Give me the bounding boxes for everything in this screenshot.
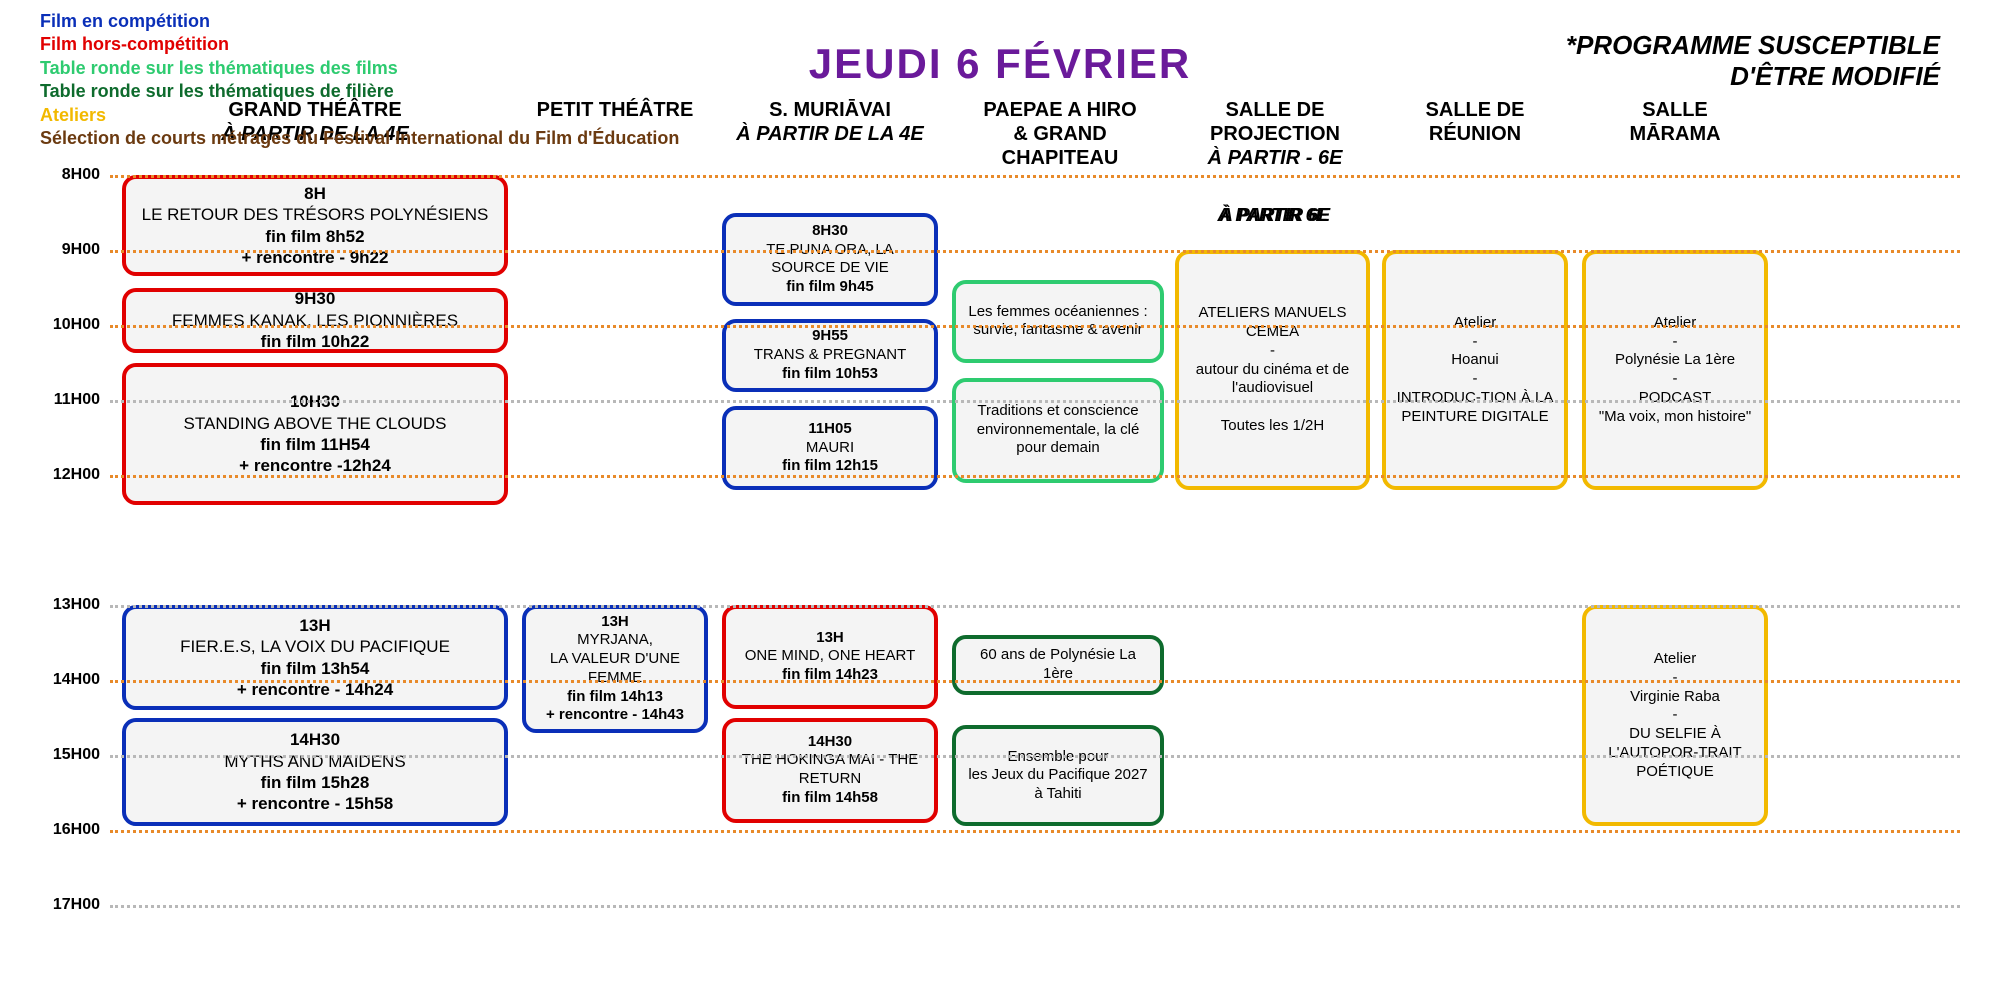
time-label: 13H00	[53, 596, 100, 614]
schedule-column: Atelier-Polynésie La 1ère-PODCAST"Ma voi…	[1580, 175, 1770, 925]
hour-line	[110, 400, 1960, 403]
schedule-block: Les femmes océaniennes : survie, fantasm…	[952, 280, 1164, 363]
schedule-column: 8H30TE PUNA ORA, LA SOURCE DE VIEfin fil…	[720, 175, 940, 925]
time-label: 8H00	[62, 166, 100, 184]
schedule-block: 14H30MYTHS AND MAIDENSfin film 15h28+ re…	[122, 718, 508, 827]
col-header: SALLE DERÉUNION	[1380, 98, 1570, 170]
legend-item: Film hors-compétition	[40, 33, 679, 56]
legend-item: Sélection de courts métrages du Festival…	[40, 127, 679, 150]
time-label: 10H00	[53, 316, 100, 334]
legend-item: Table ronde sur les thématiques des film…	[40, 57, 679, 80]
schedule-block: 8H30TE PUNA ORA, LA SOURCE DE VIEfin fil…	[722, 213, 938, 307]
legend-item: Table ronde sur les thématiques de filiè…	[40, 80, 679, 103]
schedule-block: Atelier-Hoanui-INTRODUC-TION À LA PEINTU…	[1382, 250, 1568, 490]
hour-line	[110, 755, 1960, 758]
schedule-block: 13HFIER.E.S, LA VOIX DU PACIFIQUEfin fil…	[122, 605, 508, 710]
col-header: PAEPAE A HIRO& GRAND CHAPITEAU	[950, 98, 1170, 170]
time-label: 11H00	[54, 391, 100, 409]
schedule-block: Ensemble pourles Jeux du Pacifique 2027à…	[952, 725, 1164, 826]
time-label: 15H00	[53, 746, 100, 764]
schedule-block: ATELIERS MANUELS CEMEA-autour du cinéma …	[1175, 250, 1370, 490]
hour-line	[110, 905, 1960, 908]
schedule-block: 60 ans de Polynésie La 1ère	[952, 635, 1164, 695]
schedule-block: 9H30FEMMES KANAK, LES PIONNIÈRESfin film…	[122, 288, 508, 353]
col-header: SALLEMĀRAMA	[1580, 98, 1770, 170]
disclaimer: *PROGRAMME SUSCEPTIBLED'ÊTRE MODIFIÉ	[1566, 30, 1940, 92]
hour-line	[110, 250, 1960, 253]
schedule-block: 13HONE MIND, ONE HEARTfin film 14h23	[722, 605, 938, 709]
schedule-block: 14H30THE HOKINGA MAI - THE RETURNfin fil…	[722, 718, 938, 823]
schedule-block: Traditions et conscience environnemental…	[952, 378, 1164, 483]
schedule-column: 8HLE RETOUR DES TRÉSORS POLYNÉSIENSfin f…	[120, 175, 510, 925]
schedule-grid: 8H009H0010H0011H0012H0013H0014H0015H0016…	[40, 175, 1960, 925]
schedule-block: 9H55TRANS & PREGNANTfin film 10h53	[722, 319, 938, 392]
hour-line	[110, 175, 1960, 178]
col-header: SALLE DEPROJECTIONÀ PARTIR - 6E	[1180, 98, 1370, 170]
schedule-block: 13HMYRJANA,LA VALEUR D'UNE FEMMEfin film…	[522, 605, 708, 733]
schedule-column: 13HMYRJANA,LA VALEUR D'UNE FEMMEfin film…	[520, 175, 710, 925]
hour-line	[110, 475, 1960, 478]
hour-line	[110, 605, 1960, 608]
schedule-block: 10H30STANDING ABOVE THE CLOUDSfin film 1…	[122, 363, 508, 506]
hour-line	[110, 830, 1960, 833]
time-label: 14H00	[53, 671, 100, 689]
time-label: 9H00	[62, 241, 100, 259]
col-header: S. MURIĀVAIÀ PARTIR DE LA 4E	[720, 98, 940, 170]
hour-line	[110, 680, 1960, 683]
time-label: 16H00	[53, 821, 100, 839]
time-label: 12H00	[53, 466, 100, 484]
legend-item: Ateliers	[40, 104, 679, 127]
legend: Film en compétitionFilm hors-compétition…	[40, 10, 679, 150]
schedule-area: 8HLE RETOUR DES TRÉSORS POLYNÉSIENSfin f…	[120, 175, 1960, 925]
column-subnote: À PARTIR 6E	[1180, 205, 1370, 226]
legend-item: Film en compétition	[40, 10, 679, 33]
schedule-block: Atelier-Virginie Raba-DU SELFIE À L'AUTO…	[1582, 605, 1768, 826]
schedule-column: À PARTIR 6ELes femmes océaniennes : surv…	[950, 175, 1170, 925]
schedule-block: Atelier-Polynésie La 1ère-PODCAST"Ma voi…	[1582, 250, 1768, 490]
schedule-column: Atelier-Hoanui-INTRODUC-TION À LA PEINTU…	[1380, 175, 1570, 925]
time-label: 17H00	[53, 896, 100, 914]
schedule-block: 8HLE RETOUR DES TRÉSORS POLYNÉSIENSfin f…	[122, 175, 508, 276]
hour-line	[110, 325, 1960, 328]
